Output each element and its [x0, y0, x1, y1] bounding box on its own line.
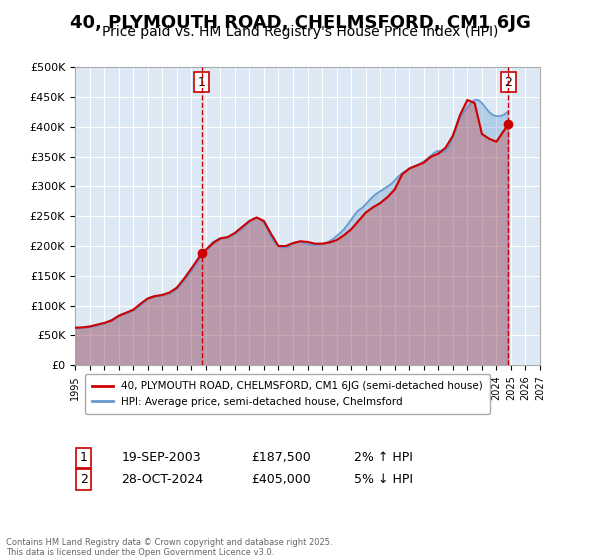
Text: 1: 1 [80, 451, 88, 464]
Text: Price paid vs. HM Land Registry's House Price Index (HPI): Price paid vs. HM Land Registry's House … [102, 25, 498, 39]
Text: 2: 2 [505, 76, 512, 88]
Text: 2: 2 [80, 473, 88, 486]
Text: £405,000: £405,000 [252, 473, 311, 486]
Text: £187,500: £187,500 [252, 451, 311, 464]
Text: 19-SEP-2003: 19-SEP-2003 [121, 451, 201, 464]
Text: 40, PLYMOUTH ROAD, CHELMSFORD, CM1 6JG: 40, PLYMOUTH ROAD, CHELMSFORD, CM1 6JG [70, 14, 530, 32]
Text: 2% ↑ HPI: 2% ↑ HPI [354, 451, 413, 464]
Text: 28-OCT-2024: 28-OCT-2024 [121, 473, 203, 486]
Legend: 40, PLYMOUTH ROAD, CHELMSFORD, CM1 6JG (semi-detached house), HPI: Average price: 40, PLYMOUTH ROAD, CHELMSFORD, CM1 6JG (… [85, 374, 490, 414]
Text: 5% ↓ HPI: 5% ↓ HPI [354, 473, 413, 486]
Text: Contains HM Land Registry data © Crown copyright and database right 2025.
This d: Contains HM Land Registry data © Crown c… [6, 538, 332, 557]
Text: 1: 1 [198, 76, 206, 88]
